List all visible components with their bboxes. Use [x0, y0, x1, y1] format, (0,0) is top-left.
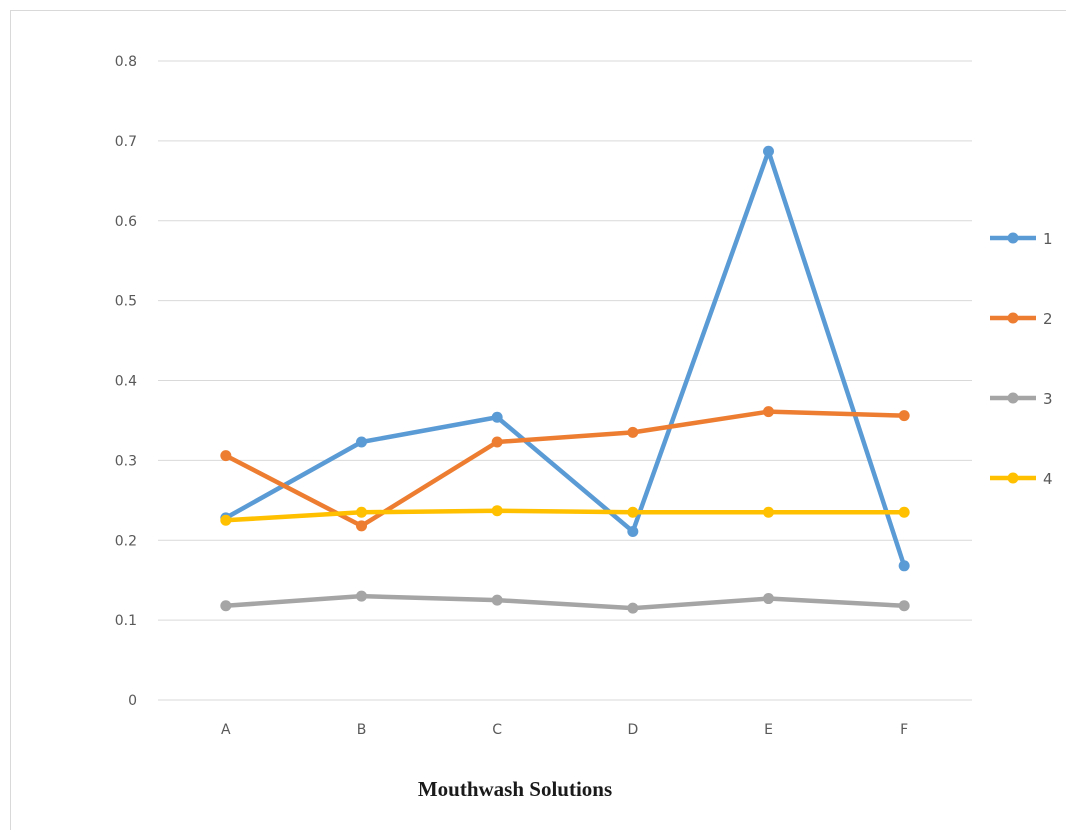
x-axis-title: Mouthwash Solutions: [418, 777, 612, 801]
data-point: [220, 514, 232, 526]
x-tick-label: B: [357, 722, 367, 738]
y-tick-label: 0.3: [115, 453, 137, 469]
data-point: [356, 436, 367, 448]
data-point: [491, 594, 503, 606]
x-tick-label: C: [492, 722, 502, 738]
data-point: [627, 426, 639, 438]
legend-entry: 1: [990, 230, 1053, 248]
x-tick-label: F: [900, 722, 908, 738]
series-line: [223, 593, 907, 611]
data-point: [627, 602, 639, 614]
data-point: [898, 410, 910, 422]
legend-label: 3: [1043, 390, 1053, 408]
data-point: [627, 506, 639, 518]
legend-swatch-marker: [1007, 312, 1019, 324]
data-point: [763, 593, 774, 605]
y-tick-label: 0.8: [115, 54, 137, 70]
y-tick-label: 0.5: [115, 294, 137, 310]
legend-entry: 3: [990, 390, 1053, 408]
y-tick-label: 0: [128, 693, 137, 709]
series-4: [220, 505, 910, 526]
legend-swatch-marker: [1007, 232, 1019, 244]
gridlines: [158, 60, 972, 701]
data-point: [220, 600, 232, 612]
series-line: [223, 508, 907, 523]
data-point: [220, 450, 232, 462]
series-line: [223, 409, 907, 529]
legend-label: 1: [1043, 230, 1053, 248]
data-point: [491, 436, 503, 448]
data-point: [763, 406, 774, 418]
data-point: [356, 520, 367, 532]
data-point: [898, 560, 910, 572]
data-point: [627, 525, 639, 537]
data-point: [763, 145, 774, 157]
legend-entry: 2: [990, 310, 1053, 328]
legend-label: 4: [1043, 470, 1053, 488]
series-line: [223, 149, 907, 569]
legend-swatch-marker: [1007, 392, 1019, 404]
y-tick-label: 0.7: [115, 134, 137, 150]
data-point: [356, 590, 367, 602]
legend-label: 2: [1043, 310, 1053, 328]
y-tick-label: 0.1: [115, 613, 137, 629]
chart-frame: [10, 10, 1066, 830]
data-point: [491, 411, 503, 423]
y-tick-label: 0.4: [115, 374, 137, 390]
series-1: [220, 145, 910, 572]
data-point: [898, 506, 910, 518]
series-lines: [220, 145, 910, 614]
legend-swatch-marker: [1007, 472, 1019, 484]
series-3: [220, 590, 910, 614]
x-tick-label: E: [764, 722, 773, 738]
data-point: [491, 505, 503, 517]
legend-entry: 4: [990, 470, 1053, 488]
y-tick-label: 0.2: [115, 533, 137, 549]
y-tick-label: 0.6: [115, 214, 137, 230]
y-axis-ticks: 0 0.1 0.2 0.3 0.4 0.5 0.6 0.7 0.8: [115, 54, 137, 709]
data-point: [898, 600, 910, 612]
x-tick-label: D: [627, 722, 638, 738]
legend: 1 2 3 4: [990, 230, 1053, 488]
x-tick-label: A: [221, 722, 231, 738]
x-axis-ticks: A B C D E F: [221, 722, 908, 738]
data-point: [763, 506, 774, 518]
data-point: [356, 506, 367, 518]
